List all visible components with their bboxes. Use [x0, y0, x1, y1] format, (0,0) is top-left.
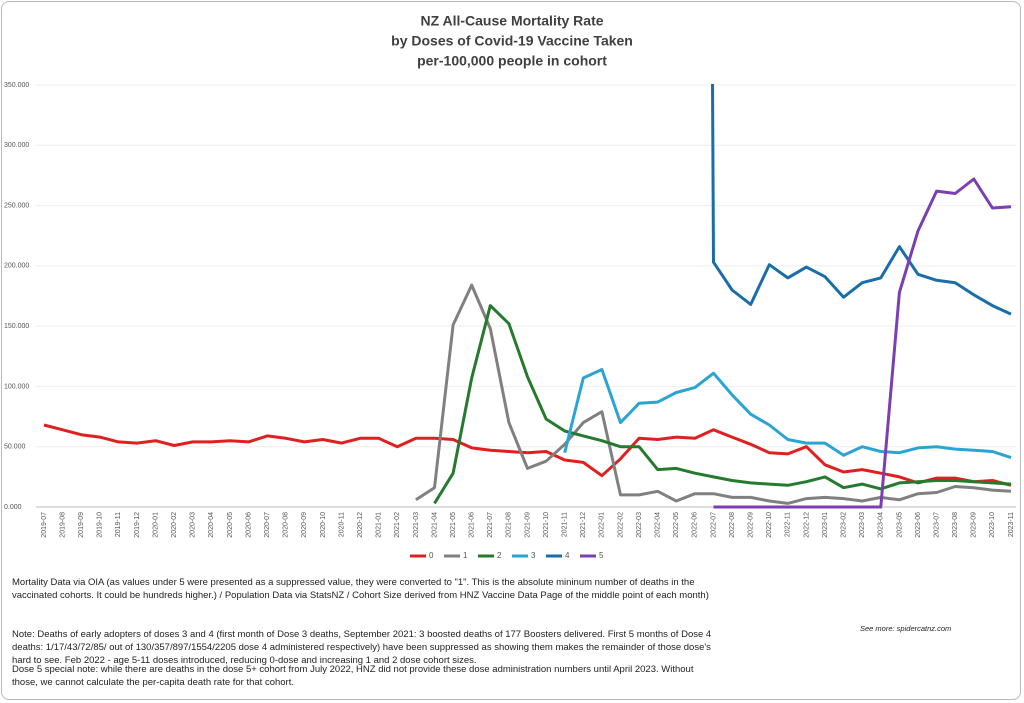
x-tick-label: 2023-10 — [989, 512, 996, 538]
x-tick-label: 2023-05 — [896, 512, 903, 538]
x-tick-label: 2023-02 — [840, 512, 847, 538]
x-tick-label: 2023-11 — [1008, 512, 1015, 537]
series-line — [713, 177, 1012, 509]
x-tick-label: 2022-07 — [710, 512, 717, 538]
x-tick-label: 2023-03 — [859, 512, 866, 538]
y-tick-label: 300.000 — [4, 142, 29, 149]
series-line — [711, 84, 1012, 316]
chart-title: by Doses of Covid-19 Vaccine Taken — [391, 33, 633, 49]
series-line — [415, 283, 1012, 505]
y-tick-label: 0.000 — [4, 504, 22, 511]
y-tick-label: 150.000 — [4, 323, 29, 330]
x-tick-label: 2022-11 — [785, 512, 792, 537]
y-tick-label: 350.000 — [4, 82, 29, 89]
legend-label: 4 — [565, 551, 570, 560]
legend-label: 1 — [463, 551, 468, 560]
x-tick-label: 2020-06 — [245, 512, 252, 538]
x-tick-label: 2019-08 — [59, 512, 66, 538]
note: Mortality Data via OIA (as values under … — [12, 577, 709, 601]
plot-lines — [43, 84, 1012, 509]
x-tick-label: 2021-08 — [506, 512, 513, 538]
x-tick-label: 2022-09 — [747, 512, 754, 538]
x-tick-label: 2022-02 — [617, 512, 624, 538]
x-tick-label: 2020-02 — [171, 512, 178, 538]
x-tick-label: 2019-09 — [78, 512, 85, 538]
x-tick-label: 2020-04 — [208, 512, 215, 538]
x-tick-label: 2023-06 — [915, 512, 922, 538]
x-tick-label: 2021-12 — [580, 512, 587, 538]
x-tick-label: 2019-07 — [41, 512, 48, 538]
x-tick-label: 2020-03 — [190, 512, 197, 538]
x-tick-label: 2023-08 — [952, 512, 959, 538]
x-tick-label: 2023-09 — [971, 512, 978, 538]
x-tick-label: 2023-04 — [878, 512, 885, 538]
y-tick-label: 200.000 — [4, 263, 29, 270]
y-tick-label: 50.000 — [4, 444, 26, 451]
x-tick-label: 2020-08 — [283, 512, 290, 538]
x-tick-label: 2020-09 — [301, 512, 308, 538]
legend-label: 3 — [531, 551, 536, 560]
note: Dose 5 special note: while there are dea… — [12, 664, 694, 688]
x-tick-label: 2020-05 — [227, 512, 234, 538]
y-tick-label: 250.000 — [4, 202, 29, 209]
x-tick-label: 2021-10 — [543, 512, 550, 538]
x-tick-label: 2022-10 — [766, 512, 773, 538]
x-tick-label: 2020-07 — [264, 512, 271, 538]
legend-label: 2 — [497, 551, 502, 560]
chart-title: NZ All-Cause Mortality Rate — [420, 13, 603, 29]
x-tick-label: 2021-01 — [376, 512, 383, 538]
x-tick-label: 2019-11 — [115, 512, 122, 537]
x-tick-label: 2020-12 — [357, 512, 364, 538]
x-tick-label: 2021-09 — [524, 512, 531, 538]
x-tick-label: 2020-10 — [320, 512, 327, 538]
x-tick-label: 2019-10 — [97, 512, 104, 538]
x-tick-label: 2021-05 — [450, 512, 457, 538]
legend-label: 5 — [599, 551, 604, 560]
source-link: See more: spidercatnz.com — [860, 624, 952, 633]
labels: 0.000 50.000 100.000 150.000 200.000 250.000 3… — [4, 82, 1015, 560]
x-tick-label: 2022-12 — [803, 512, 810, 538]
x-tick-label: 2022-05 — [673, 512, 680, 538]
x-tick-label: 2021-06 — [469, 512, 476, 538]
x-tick-label: 2019-12 — [134, 512, 141, 538]
x-tick-label: 2021-03 — [413, 512, 420, 538]
x-tick-label: 2022-04 — [655, 512, 662, 538]
chart: 0.000 50.000 100.000 150.000 200.000 250.000 3… — [4, 13, 1016, 560]
note: Note: Deaths of early adopters of doses … — [12, 629, 712, 666]
series-line — [563, 368, 1012, 460]
legend-label: 0 — [429, 551, 434, 560]
x-tick-label: 2021-02 — [394, 512, 401, 538]
series-line — [43, 423, 1012, 487]
series-line — [433, 304, 1012, 505]
y-tick-label: 100.000 — [4, 383, 29, 390]
x-tick-label: 2021-04 — [431, 512, 438, 538]
x-tick-label: 2021-07 — [487, 512, 494, 538]
x-tick-label: 2020-11 — [338, 512, 345, 537]
x-tick-label: 2020-01 — [152, 512, 159, 538]
x-tick-label: 2023-01 — [822, 512, 829, 538]
x-tick-label: 2023-07 — [933, 512, 940, 538]
x-tick-label: 2022-08 — [729, 512, 736, 538]
x-tick-label: 2021-11 — [562, 512, 569, 537]
x-tick-label: 2022-03 — [636, 512, 643, 538]
x-tick-label: 2022-06 — [692, 512, 699, 538]
chart-title: per-100,000 people in cohort — [417, 53, 607, 69]
x-tick-label: 2022-01 — [599, 512, 606, 538]
